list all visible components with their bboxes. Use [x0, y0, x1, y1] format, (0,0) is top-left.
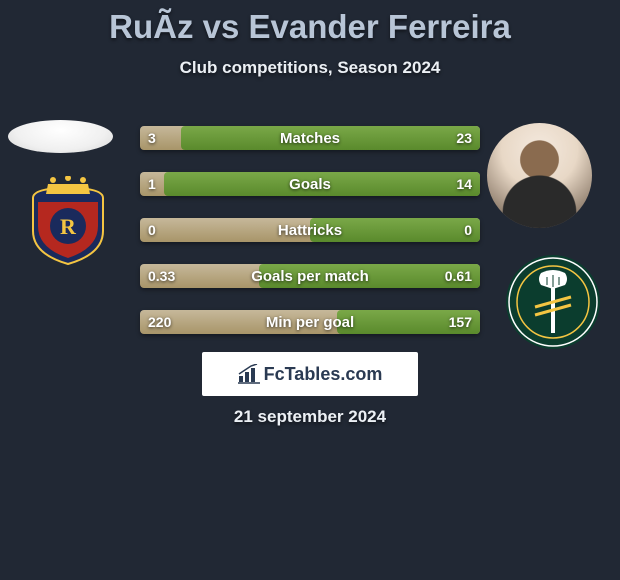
bar-icon [238, 364, 260, 384]
stat-row: 220157Min per goal [140, 310, 480, 334]
stat-row: 114Goals [140, 172, 480, 196]
page-title: RuÃ­z vs Evander Ferreira [0, 0, 620, 46]
logo-text: FcTables.com [264, 364, 383, 385]
stat-label: Goals per match [140, 264, 480, 288]
svg-text:R: R [60, 214, 77, 239]
comparison-bars: 323Matches 114Goals 00Hattricks 0.330.61Goa… [140, 126, 480, 356]
stat-label: Matches [140, 126, 480, 150]
player-left-avatar [8, 120, 113, 153]
fctables-logo: FcTables.com [202, 352, 418, 396]
stat-label: Goals [140, 172, 480, 196]
stat-row: 00Hattricks [140, 218, 480, 242]
stat-row: 0.330.61Goals per match [140, 264, 480, 288]
team-right-crest [503, 255, 603, 350]
date-label: 21 september 2024 [0, 407, 620, 427]
page-subtitle: Club competitions, Season 2024 [0, 58, 620, 78]
team-left-crest: R [18, 176, 118, 266]
stat-label: Min per goal [140, 310, 480, 334]
stat-row: 323Matches [140, 126, 480, 150]
stat-label: Hattricks [140, 218, 480, 242]
player-right-avatar [487, 123, 592, 228]
